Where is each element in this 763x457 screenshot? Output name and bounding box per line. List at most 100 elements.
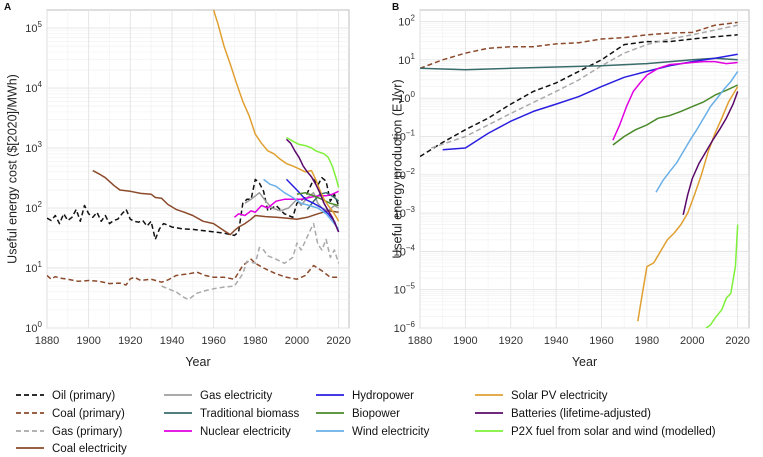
series-line-nuclear-electricity: [612, 60, 738, 141]
series-line-batteries-lifetime-adjusted: [682, 91, 739, 215]
x-axis-label: Year: [185, 355, 210, 369]
y-tick-base: 10: [394, 170, 406, 182]
series-line-oil-primary: [420, 34, 738, 158]
x-tick-label: 2000: [285, 335, 309, 347]
y-tick-exponent: 2: [411, 14, 416, 23]
y-tick-exponent: 0: [411, 90, 416, 99]
series-line-biopower: [612, 84, 739, 146]
y-tick-exponent: −3: [406, 205, 416, 214]
y-axis-label: Useful energy cost ($[2020]/MWh): [5, 74, 19, 264]
y-tick-base: 10: [394, 131, 406, 143]
x-tick-label: 1900: [76, 335, 100, 347]
legend: Oil (primary) Coal (primary) Gas (primary)…: [16, 390, 716, 455]
legend-label-solar-pv-electricity: Solar PV electricity: [511, 390, 608, 402]
y-tick-label: 10−6: [394, 320, 416, 335]
legend-label-coal-electricity: Coal electricity: [52, 443, 127, 455]
y-tick-exponent: 0: [38, 320, 43, 329]
y-tick-base: 10: [25, 23, 37, 35]
y-tick-label: 100: [25, 320, 42, 335]
series-line-traditional-biomass: [306, 191, 340, 210]
series-line-solar-pv-electricity: [637, 86, 739, 322]
x-axis-label: Year: [572, 355, 597, 369]
y-tick-label: 10−4: [394, 243, 416, 258]
y-tick-label: 10−1: [394, 128, 416, 143]
y-tick-exponent: −1: [406, 128, 416, 137]
legend-label-gas-primary: Gas (primary): [52, 426, 122, 438]
legend-label-coal-primary: Coal (primary): [52, 408, 125, 420]
series-line-coal-primary: [47, 258, 339, 286]
series-line-gas-primary: [161, 222, 340, 301]
series-line-batteries-lifetime-adjusted: [285, 138, 340, 233]
x-tick-label: 1880: [35, 335, 59, 347]
legend-label-biopower: Biopower: [352, 408, 400, 420]
legend-label-nuclear-electricity: Nuclear electricity: [200, 426, 291, 438]
panel-label: A: [4, 2, 11, 13]
y-tick-exponent: −6: [406, 320, 416, 329]
y-tick-exponent: 2: [38, 200, 43, 209]
series-line-wind-electricity: [263, 178, 340, 230]
y-tick-exponent: 3: [38, 140, 43, 149]
series-line-coal-electricity: [92, 169, 339, 236]
x-tick-label: 1940: [544, 335, 568, 347]
minor-grid: [47, 10, 349, 328]
legend-label-hydropower: Hydropower: [352, 390, 414, 402]
series-line-coal-primary: [420, 21, 738, 70]
series-line-oil-primary: [47, 176, 340, 241]
series-line-p2x-fuel-from-solar-and-wind-modelled: [704, 224, 739, 328]
series-line-gas-primary: [431, 24, 738, 149]
minor-grid: [420, 10, 749, 328]
y-axis-label: Useful energy production (EJ/yr): [390, 79, 404, 258]
y-tick-base: 10: [394, 208, 406, 220]
x-tick-label: 2000: [680, 335, 704, 347]
y-tick-label: 105: [25, 20, 42, 35]
y-tick-base: 10: [25, 263, 37, 275]
x-tick-label: 1900: [453, 335, 477, 347]
y-tick-base: 10: [398, 93, 410, 105]
y-tick-exponent: 1: [411, 52, 416, 61]
y-tick-exponent: 5: [38, 20, 43, 29]
x-tick-label: 1960: [201, 335, 225, 347]
y-tick-label: 104: [25, 80, 42, 95]
y-tick-exponent: −5: [406, 282, 416, 291]
y-tick-base: 10: [25, 143, 37, 155]
y-tick-label: 103: [25, 140, 42, 155]
x-tick-label: 1980: [243, 335, 267, 347]
series-group: [47, 10, 340, 301]
x-tick-label: 1920: [118, 335, 142, 347]
y-tick-base: 10: [394, 246, 406, 258]
x-tick-label: 1940: [160, 335, 184, 347]
series-line-wind-electricity: [655, 70, 739, 193]
y-tick-exponent: −4: [406, 243, 416, 252]
y-tick-base: 10: [398, 55, 410, 67]
y-tick-label: 101: [398, 52, 415, 67]
plot-area: [46, 9, 350, 329]
series-group: [420, 21, 739, 328]
x-tick-label: 1880: [408, 335, 432, 347]
y-tick-base: 10: [25, 203, 37, 215]
y-tick-label: 102: [398, 14, 415, 29]
y-tick-base: 10: [25, 323, 37, 335]
legend-label-gas-electricity: Gas electricity: [200, 390, 272, 402]
x-tick-label: 1980: [635, 335, 659, 347]
y-tick-label: 10−2: [394, 167, 416, 182]
y-tick-base: 10: [394, 285, 406, 297]
y-tick-label: 102: [25, 200, 42, 215]
legend-label-traditional-biomass: Traditional biomass: [200, 408, 300, 420]
y-tick-base: 10: [398, 17, 410, 29]
legend-label-p2x-fuel-from-solar-and-wind-modelled: P2X fuel from solar and wind (modelled): [511, 426, 716, 438]
x-tick-label: 2020: [326, 335, 350, 347]
x-tick-label: 1920: [499, 335, 523, 347]
y-tick-label: 101: [25, 260, 42, 275]
y-tick-base: 10: [25, 83, 37, 95]
series-line-solar-pv-electricity: [212, 10, 340, 222]
y-tick-label: 100: [398, 90, 415, 105]
y-tick-exponent: −2: [406, 167, 416, 176]
legend-label-batteries-lifetime-adjusted: Batteries (lifetime-adjusted): [511, 408, 651, 420]
y-tick-base: 10: [394, 323, 406, 335]
y-tick-exponent: 1: [38, 260, 43, 269]
series-line-p2x-fuel-from-solar-and-wind-modelled: [286, 136, 340, 188]
x-tick-label: 1960: [589, 335, 613, 347]
x-tick-label: 2020: [725, 335, 749, 347]
